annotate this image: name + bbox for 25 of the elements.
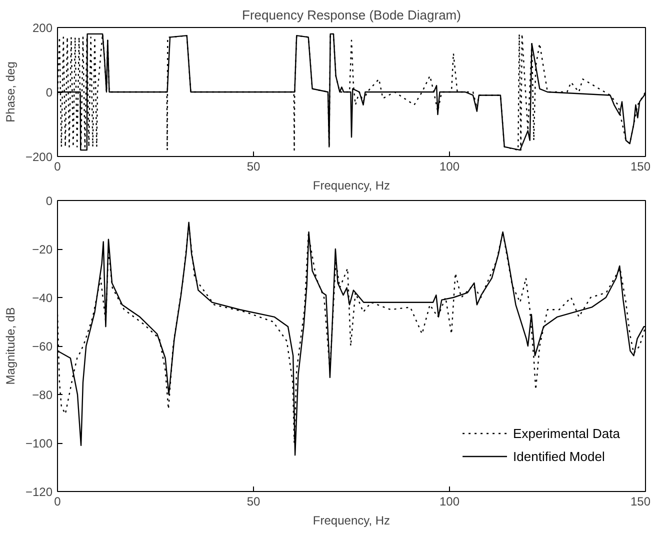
y-axis-title: Phase, deg [3,62,18,122]
x-tick-label: 100 [439,494,460,508]
chart-title: Frequency Response (Bode Diagram) [242,8,461,22]
y-tick-label: 200 [32,21,53,35]
y-tick-label: −200 [25,150,53,164]
legend-label: Identified Model [513,448,605,464]
y-tick-label: −40 [32,291,53,305]
y-tick-label: −60 [32,340,53,354]
x-tick-label: 0 [54,494,62,508]
x-axis-title: Frequency, Hz [312,514,390,528]
y-tick-label: 0 [46,194,53,208]
y-tick-label: −20 [32,242,53,256]
y-tick-label: 0 [46,86,53,100]
legend-label: Experimental Data [513,426,620,440]
x-tick-label: 150 [630,494,651,508]
x-tick-label: 50 [246,160,260,174]
x-tick-label: 50 [246,494,260,508]
x-tick-label: 0 [54,160,62,174]
x-tick-label: 100 [439,160,460,174]
x-tick-label: 150 [630,160,651,174]
x-axis-title: Frequency, Hz [312,178,390,192]
y-axis-title: Magnitude, dB [3,307,18,385]
y-tick-label: −100 [25,436,53,450]
y-tick-label: −120 [25,485,53,499]
y-tick-label: −80 [32,388,53,402]
